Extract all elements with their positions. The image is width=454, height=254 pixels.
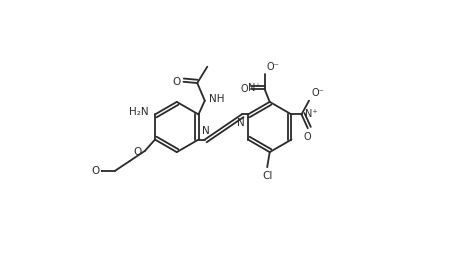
Text: H₂N: H₂N [129,107,149,117]
Text: N⁺: N⁺ [305,109,317,119]
Text: O: O [172,77,180,87]
Text: O: O [240,84,248,93]
Text: NH: NH [209,94,225,104]
Text: N: N [237,118,244,128]
Text: N: N [202,126,210,136]
Text: O: O [133,147,142,157]
Text: O: O [91,166,99,176]
Text: O: O [304,132,311,142]
Text: O⁻: O⁻ [311,88,324,98]
Text: N⁺: N⁺ [247,83,260,93]
Text: O⁻: O⁻ [266,62,280,72]
Text: Cl: Cl [262,171,272,181]
